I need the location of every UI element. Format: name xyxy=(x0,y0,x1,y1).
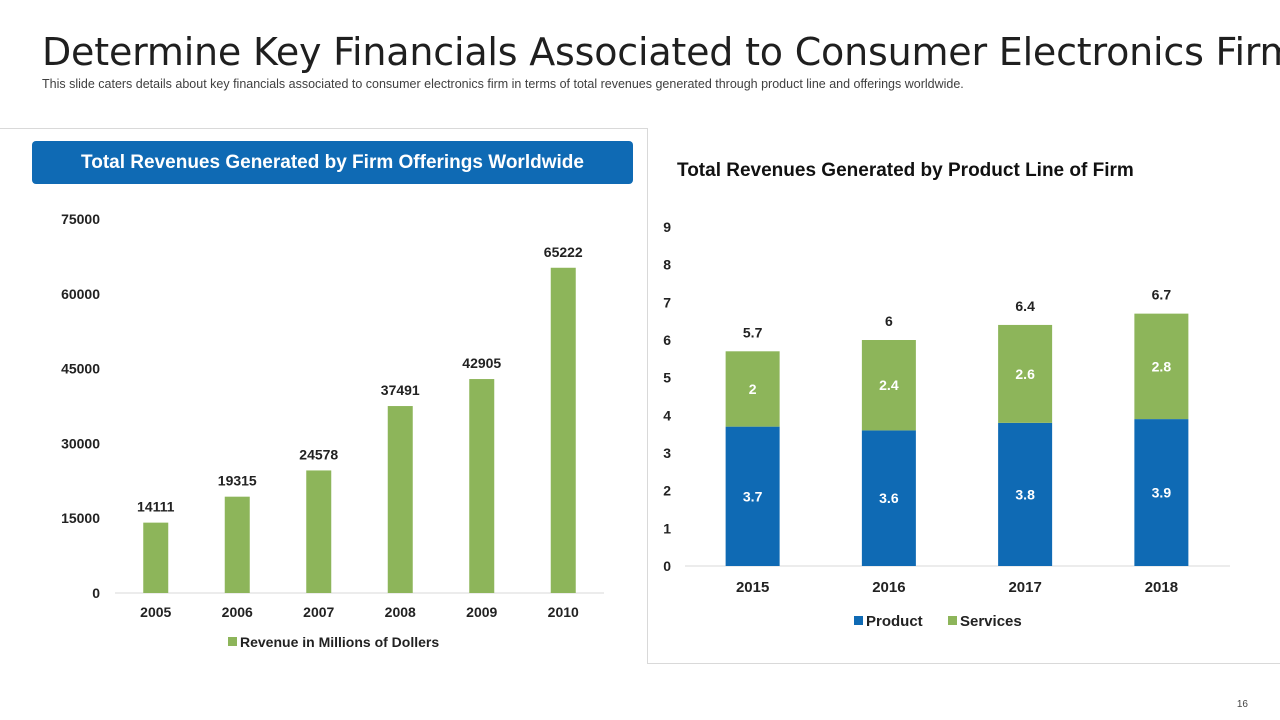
bar-services xyxy=(998,324,1053,423)
y-tick-label: 5 xyxy=(663,370,671,386)
y-tick-label: 60000 xyxy=(61,286,100,302)
slide-title: Determine Key Financials Associated to C… xyxy=(42,30,1280,74)
x-tick-label: 2006 xyxy=(222,604,253,620)
bar xyxy=(306,470,332,593)
bar-product xyxy=(998,422,1053,566)
x-tick-label: 2018 xyxy=(1145,579,1178,596)
bar-services xyxy=(861,340,916,431)
product-value-label: 3.6 xyxy=(879,490,899,506)
y-tick-label: 8 xyxy=(663,257,671,273)
right-panel-left-border xyxy=(647,128,648,664)
x-tick-label: 2008 xyxy=(385,604,416,620)
x-tick-label: 2009 xyxy=(466,604,497,620)
bar-services xyxy=(1134,313,1189,420)
x-tick-label: 2005 xyxy=(140,604,171,620)
data-label: 19315 xyxy=(218,473,257,489)
data-label: 42905 xyxy=(462,355,501,371)
y-tick-label: 75000 xyxy=(61,211,100,227)
legend-swatch-product xyxy=(854,616,863,625)
x-tick-label: 2007 xyxy=(303,604,334,620)
product-value-label: 3.7 xyxy=(743,488,763,504)
legend-swatch-services xyxy=(948,616,957,625)
total-value-label: 6 xyxy=(885,313,893,329)
services-value-label: 2.6 xyxy=(1015,366,1035,382)
services-value-label: 2.4 xyxy=(879,377,899,393)
bar xyxy=(224,496,250,593)
x-tick-label: 2015 xyxy=(736,579,769,596)
y-tick-label: 4 xyxy=(663,407,671,423)
y-tick-label: 45000 xyxy=(61,361,100,377)
left-chart-title: Total Revenues Generated by Firm Offerin… xyxy=(32,141,633,184)
bar xyxy=(550,267,576,593)
y-tick-label: 0 xyxy=(92,585,100,601)
right-panel-bottom-border xyxy=(647,663,1280,664)
bar xyxy=(469,379,495,593)
bar xyxy=(143,522,169,593)
y-tick-label: 2 xyxy=(663,483,671,499)
product-value-label: 3.9 xyxy=(1152,485,1172,501)
y-tick-label: 30000 xyxy=(61,435,100,451)
services-value-label: 2.8 xyxy=(1152,358,1172,374)
y-tick-label: 3 xyxy=(663,445,671,461)
x-tick-label: 2016 xyxy=(872,579,905,596)
x-tick-label: 2010 xyxy=(548,604,579,620)
bar-product xyxy=(861,430,916,566)
bar-services xyxy=(725,351,780,427)
slide-subtitle: This slide caters details about key fina… xyxy=(42,77,964,91)
data-label: 14111 xyxy=(137,499,175,515)
bar-product xyxy=(725,426,780,566)
total-value-label: 6.4 xyxy=(1015,298,1035,314)
y-tick-label: 0 xyxy=(663,558,671,574)
y-tick-label: 15000 xyxy=(61,510,100,526)
bar xyxy=(387,406,413,593)
bar-product xyxy=(1134,419,1189,566)
legend-label: Revenue in Millions of Dollers xyxy=(240,634,439,650)
product-value-label: 3.8 xyxy=(1015,486,1035,502)
right-chart-title: Total Revenues Generated by Product Line… xyxy=(677,160,1134,181)
legend-label-product: Product xyxy=(866,613,923,630)
data-label: 24578 xyxy=(299,446,338,462)
legend-label-services: Services xyxy=(960,613,1022,630)
total-value-label: 6.7 xyxy=(1152,287,1172,303)
data-label: 37491 xyxy=(381,382,420,398)
y-tick-label: 1 xyxy=(663,520,671,536)
y-tick-label: 6 xyxy=(663,332,671,348)
page-number: 16 xyxy=(1236,699,1248,710)
legend-swatch xyxy=(228,637,237,646)
left-panel-top-border xyxy=(0,128,648,129)
total-value-label: 5.7 xyxy=(743,324,763,340)
x-tick-label: 2017 xyxy=(1008,579,1041,596)
data-label: 65222 xyxy=(544,244,583,260)
y-tick-label: 9 xyxy=(663,219,671,235)
services-value-label: 2 xyxy=(749,381,757,397)
y-tick-label: 7 xyxy=(663,294,671,310)
